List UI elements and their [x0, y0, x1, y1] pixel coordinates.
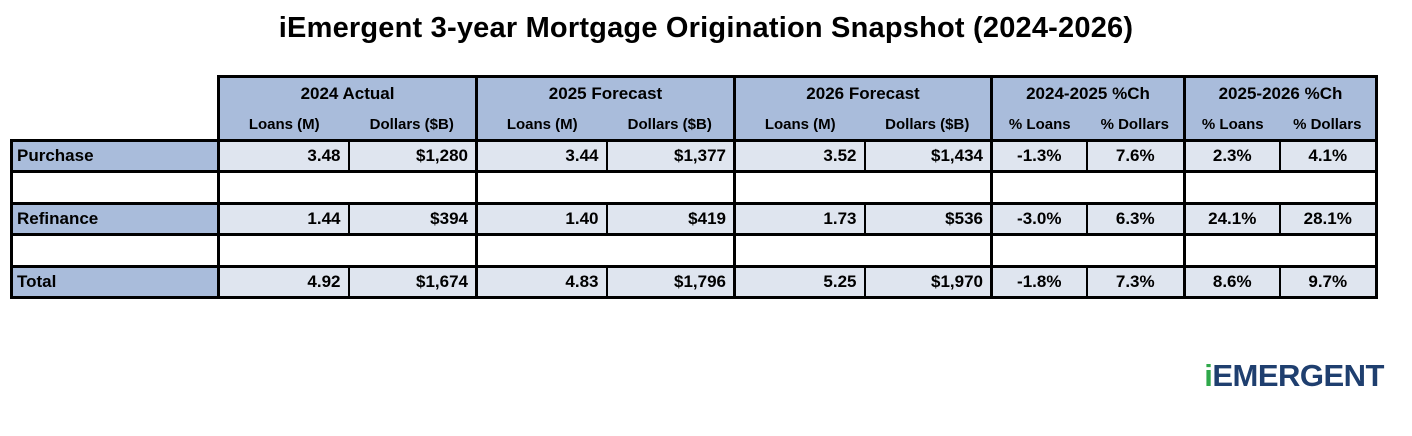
table-cell: 24.1% — [1183, 202, 1281, 236]
table-cell: $394 — [347, 202, 478, 236]
group-header: 2025-2026 %Ch — [1183, 75, 1378, 110]
table-row-refinance: Refinance 1.44 $394 1.40 $419 1.73 $536 … — [10, 202, 1378, 236]
origination-table: 2024 Actual 2025 Forecast 2026 Forecast … — [10, 75, 1378, 299]
table-cell: -1.3% — [990, 139, 1088, 173]
row-label: Purchase — [10, 139, 220, 173]
table-cell: 9.7% — [1278, 265, 1378, 299]
table-cell: $536 — [863, 202, 993, 236]
column-header: % Dollars — [1279, 109, 1378, 142]
row-label: Refinance — [10, 202, 220, 236]
column-header: % Loans — [1183, 109, 1280, 142]
table-cell: 28.1% — [1278, 202, 1378, 236]
logo-wordmark: EMERGENT — [1212, 358, 1384, 393]
table-cell: 7.6% — [1085, 139, 1186, 173]
origination-table-wrap: 2024 Actual 2025 Forecast 2026 Forecast … — [10, 75, 1378, 299]
blank-cell — [733, 170, 993, 205]
table-cell: 3.52 — [733, 139, 866, 173]
column-header: % Dollars — [1086, 109, 1186, 142]
table-cell: 3.48 — [217, 139, 350, 173]
blank-cell — [10, 170, 220, 205]
column-header: Loans (M) — [733, 109, 865, 142]
logo-i-letter: i — [1204, 358, 1213, 393]
iemergent-logo: iEMERGENT — [1204, 358, 1384, 394]
blank-cell — [475, 233, 736, 268]
table-cell: $1,377 — [605, 139, 736, 173]
blank-cell — [990, 233, 1186, 268]
table-cell: $1,674 — [347, 265, 478, 299]
table-cell: $1,434 — [863, 139, 993, 173]
table-cell: 3.44 — [475, 139, 608, 173]
table-cell: $419 — [605, 202, 736, 236]
blank-cell — [733, 233, 993, 268]
spacer-row — [10, 170, 1378, 205]
group-header: 2024-2025 %Ch — [990, 75, 1186, 110]
column-header: Loans (M) — [475, 109, 607, 142]
page-title: iEmergent 3-year Mortgage Origination Sn… — [278, 12, 1134, 44]
column-header: Loans (M) — [217, 109, 349, 142]
table-cell: 7.3% — [1085, 265, 1186, 299]
corner-cell — [11, 76, 219, 141]
group-header: 2026 Forecast — [733, 75, 993, 110]
table-cell: 1.44 — [217, 202, 350, 236]
table-cell: 5.25 — [733, 265, 866, 299]
blank-cell — [217, 233, 478, 268]
table-cell: 1.40 — [475, 202, 608, 236]
table-cell: $1,796 — [605, 265, 736, 299]
table-cell: 2.3% — [1183, 139, 1281, 173]
group-header: 2024 Actual — [217, 75, 478, 110]
blank-cell — [990, 170, 1186, 205]
column-header: Dollars ($B) — [864, 109, 993, 142]
blank-cell — [1183, 170, 1378, 205]
row-label: Total — [10, 265, 220, 299]
column-header: Dollars ($B) — [348, 109, 478, 142]
table-cell: $1,970 — [863, 265, 993, 299]
group-header: 2025 Forecast — [475, 75, 736, 110]
table-cell: -3.0% — [990, 202, 1088, 236]
group-header-row: 2024 Actual 2025 Forecast 2026 Forecast … — [11, 75, 1378, 141]
table-cell: -1.8% — [990, 265, 1088, 299]
table-cell: $1,280 — [347, 139, 478, 173]
blank-cell — [1183, 233, 1378, 268]
table-cell: 4.1% — [1278, 139, 1378, 173]
blank-cell — [217, 170, 478, 205]
table-cell: 4.83 — [475, 265, 608, 299]
column-header: Dollars ($B) — [606, 109, 736, 142]
sub-header-row: Loans (M) Dollars ($B) Loans (M) Dollars… — [12, 109, 1378, 142]
table-cell: 8.6% — [1183, 265, 1281, 299]
table-row-total: Total 4.92 $1,674 4.83 $1,796 5.25 $1,97… — [10, 265, 1378, 299]
column-header: % Loans — [990, 109, 1087, 142]
table-cell: 1.73 — [733, 202, 866, 236]
table-cell: 6.3% — [1085, 202, 1186, 236]
table-cell: 4.92 — [217, 265, 350, 299]
spacer-row — [10, 233, 1378, 268]
table-row-purchase: Purchase 3.48 $1,280 3.44 $1,377 3.52 $1… — [10, 139, 1378, 173]
blank-cell — [475, 170, 736, 205]
blank-cell — [10, 233, 220, 268]
